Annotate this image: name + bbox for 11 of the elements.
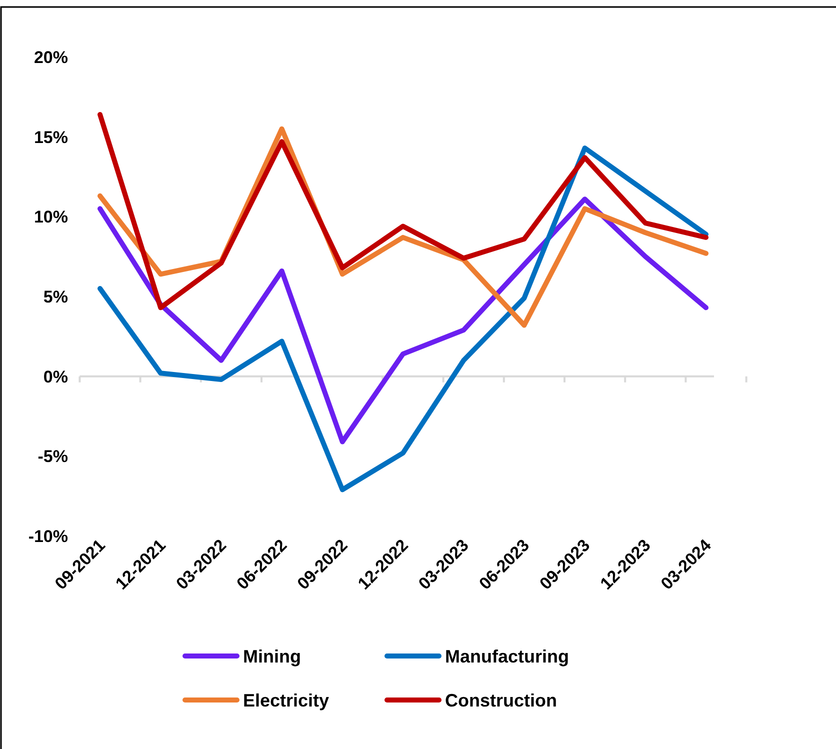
legend-label: Manufacturing [445,646,569,666]
y-tick-label: -10% [28,526,68,546]
legend-label: Mining [243,646,301,666]
y-tick-label: -5% [38,447,68,466]
y-tick-label: 0% [43,367,68,386]
y-tick-label: 5% [43,287,68,306]
y-tick-label: 20% [34,48,68,67]
y-tick-label: 15% [34,128,68,147]
legend-label: Electricity [243,690,330,710]
legend-label: Construction [445,690,557,710]
y-tick-label: 10% [34,208,68,227]
